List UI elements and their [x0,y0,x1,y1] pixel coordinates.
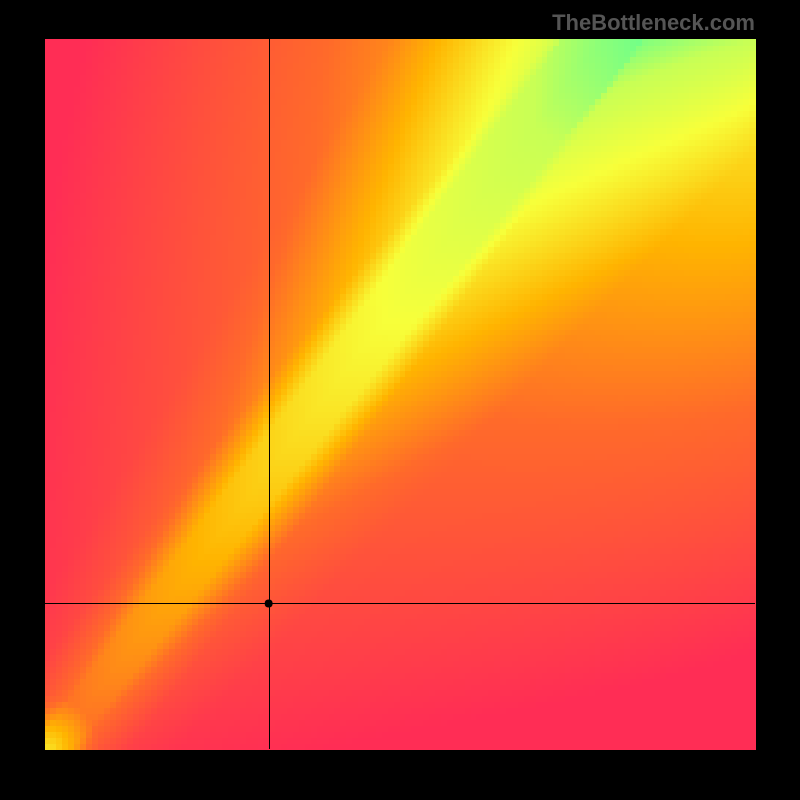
watermark-label: TheBottleneck.com [552,10,755,36]
bottleneck-heatmap [0,0,800,800]
